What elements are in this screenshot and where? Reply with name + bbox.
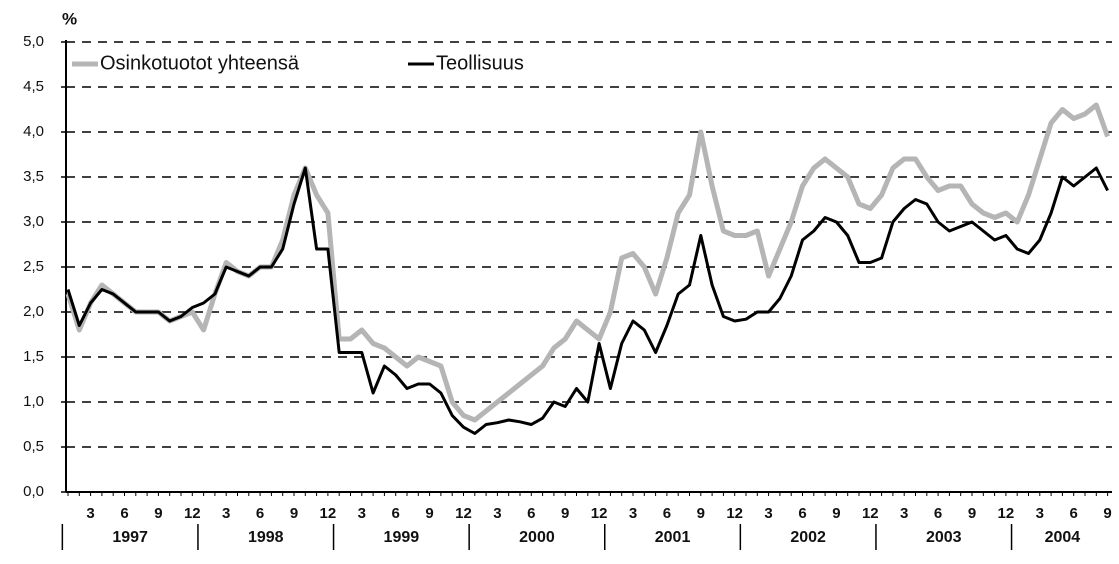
- series-line: [65, 102, 1110, 423]
- y-tick-label: 0,5: [23, 438, 44, 455]
- x-tick-label: 6: [392, 505, 400, 522]
- x-tick-label: 12: [320, 505, 337, 522]
- y-tick-label: 4,5: [23, 78, 44, 95]
- x-tick-label: 12: [726, 505, 743, 522]
- year-label: 2004: [1045, 529, 1081, 546]
- y-tick-label: 2,0: [23, 303, 44, 320]
- year-label: 1997: [112, 529, 148, 546]
- x-tick-label: 6: [1070, 505, 1078, 522]
- x-tick-label: 12: [998, 505, 1015, 522]
- year-label: 1999: [384, 529, 420, 546]
- legend-label: Teollisuus: [436, 52, 524, 74]
- x-tick-label: 3: [493, 505, 501, 522]
- y-tick-label: 3,0: [23, 213, 44, 230]
- x-tick-label: 12: [184, 505, 201, 522]
- x-tick-label: 3: [86, 505, 94, 522]
- x-tick-label: 9: [832, 505, 840, 522]
- y-tick-label: 0,0: [23, 483, 44, 500]
- x-tick-label: 6: [663, 505, 671, 522]
- x-tick-label: 12: [455, 505, 472, 522]
- x-tick-label: 3: [1036, 505, 1044, 522]
- x-tick-label: 6: [120, 505, 128, 522]
- year-label: 2002: [790, 529, 826, 546]
- y-tick-label: 1,5: [23, 348, 44, 365]
- x-tick-label: 9: [154, 505, 162, 522]
- x-tick-label: 6: [527, 505, 535, 522]
- x-tick-label: 9: [561, 505, 569, 522]
- year-label: 1998: [248, 529, 284, 546]
- year-label: 2003: [926, 529, 962, 546]
- x-tick-label: 6: [798, 505, 806, 522]
- year-label: 2000: [519, 529, 555, 546]
- x-tick-label: 9: [1103, 505, 1111, 522]
- series-line: [66, 166, 1109, 435]
- x-tick-label: 12: [591, 505, 608, 522]
- legend-label: Osinkotuotot yhteensä: [100, 52, 300, 74]
- x-tick-label: 9: [697, 505, 705, 522]
- y-tick-label: 3,5: [23, 168, 44, 185]
- x-tick-label: 3: [764, 505, 772, 522]
- x-tick-label: 9: [290, 505, 298, 522]
- x-tick-label: 3: [222, 505, 230, 522]
- x-tick-label: 9: [968, 505, 976, 522]
- x-tick-label: 3: [358, 505, 366, 522]
- x-tick-label: 6: [934, 505, 942, 522]
- x-tick-label: 12: [862, 505, 879, 522]
- x-tick-label: 3: [900, 505, 908, 522]
- year-label: 2001: [655, 529, 691, 546]
- x-tick-label: 9: [425, 505, 433, 522]
- x-tick-label: 6: [256, 505, 264, 522]
- y-tick-label: 1,0: [23, 393, 44, 410]
- y-tick-label: 4,0: [23, 123, 44, 140]
- y-unit: %: [62, 9, 77, 28]
- y-tick-label: 2,5: [23, 258, 44, 275]
- x-tick-label: 3: [629, 505, 637, 522]
- y-tick-label: 5,0: [23, 33, 44, 50]
